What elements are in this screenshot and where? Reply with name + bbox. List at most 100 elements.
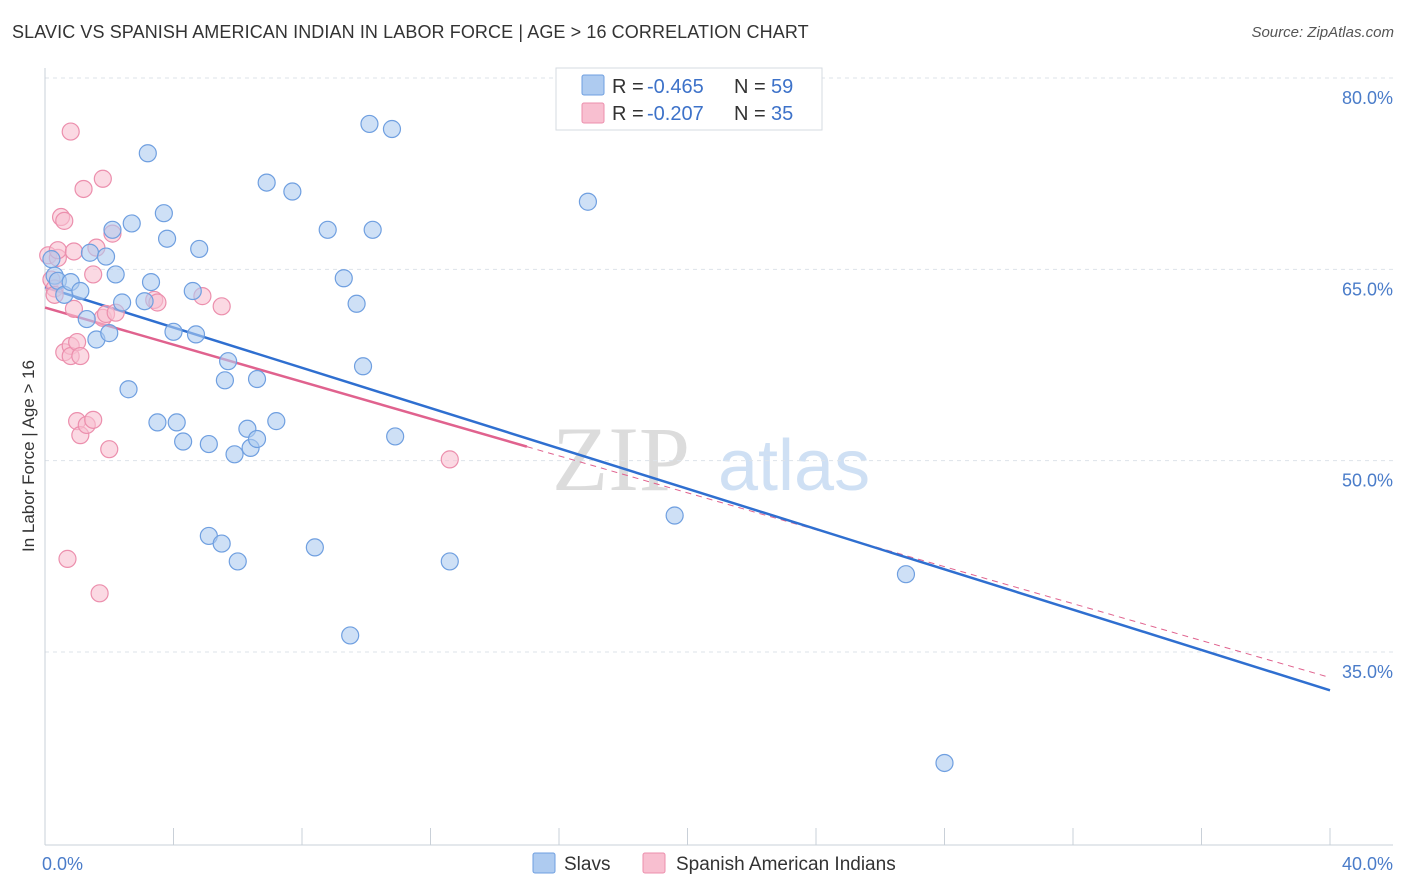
watermark-zip: ZIP: [552, 408, 690, 510]
slavs-point-53: [578, 192, 598, 211]
slavs-point-0: [42, 250, 61, 269]
slavs-point-39: [257, 173, 276, 192]
sai-point-35: [440, 450, 459, 469]
bottom-legend-swatch-slavs: [532, 852, 556, 874]
slavs-point-43: [318, 220, 337, 239]
slavs-point-37: [247, 429, 267, 449]
x-tick-label-right: 40.0%: [1342, 854, 1393, 874]
slavs-point-23: [167, 413, 186, 432]
sai-point-9: [58, 549, 77, 568]
slavs-point-12: [106, 265, 125, 284]
slavs-point-18: [141, 272, 161, 292]
trend-lines: [44, 285, 1331, 692]
slavs-point-55: [896, 565, 916, 584]
sai-point-25: [93, 169, 112, 188]
bottom-legend-swatch-spanish-american-indians: [642, 852, 666, 874]
trend-line-sai: [44, 306, 528, 448]
sai-point-24: [90, 584, 109, 603]
legend-r-label-sai: R =: [612, 103, 644, 125]
slavs-point-13: [112, 293, 132, 312]
legend-n-value-sai: 35: [771, 103, 793, 125]
y-tick-labels: 80.0% 65.0% 50.0% 35.0%: [1342, 88, 1393, 682]
slavs-point-38: [247, 369, 267, 389]
y-axis-label: In Labor Force | Age > 16: [19, 360, 38, 552]
bottom-legend-label-slavs: Slavs: [564, 854, 610, 875]
trend-line-sai-extension: [526, 446, 1331, 678]
legend-r-value-slavs: -0.465: [647, 76, 704, 98]
x-tick-label-left: 0.0%: [42, 854, 83, 874]
legend-n-value-slavs: 59: [771, 76, 793, 98]
slavs-point-54: [665, 506, 684, 525]
y-tick-label-1: 65.0%: [1342, 279, 1393, 299]
bottom-legend-label-sai: Spanish American Indians: [676, 854, 896, 875]
watermark-atlas: atlas: [718, 426, 870, 506]
sai-point-18: [71, 346, 90, 366]
slavs-point-19: [148, 413, 167, 432]
y-tick-label-0: 80.0%: [1342, 88, 1393, 108]
watermark: ZIP atlas: [552, 408, 870, 510]
slavs-point-50: [382, 119, 402, 139]
legend-swatch-slavs: [581, 74, 605, 96]
slavs-point-21: [157, 229, 177, 248]
sai-point-28: [100, 440, 119, 459]
slavs-point-40: [267, 412, 286, 431]
legend-r-label-slavs: R =: [612, 76, 644, 98]
slavs-point-24: [174, 432, 193, 451]
bottom-legend: Slavs Spanish American Indians: [532, 852, 896, 875]
slavs-point-48: [360, 114, 379, 134]
legend-n-label-sai: N =: [734, 103, 766, 125]
slavs-point-9: [96, 247, 116, 266]
slavs-point-41: [283, 182, 302, 201]
axes: [44, 68, 1393, 846]
slavs-point-45: [341, 626, 360, 645]
slavs-point-52: [440, 552, 459, 571]
slavs-point-25: [183, 281, 202, 301]
slavs-point-46: [347, 294, 366, 313]
series-slavs: [42, 114, 954, 773]
slavs-point-42: [305, 538, 324, 557]
trend-line-slavs: [44, 285, 1331, 692]
slavs-point-15: [122, 214, 141, 233]
legend-n-label-slavs: N =: [734, 76, 766, 98]
slavs-point-33: [225, 445, 244, 464]
chart-title: SLAVIC VS SPANISH AMERICAN INDIAN IN LAB…: [12, 22, 809, 42]
sai-point-21: [84, 410, 103, 429]
slavs-point-32: [219, 352, 238, 371]
slavs-point-30: [212, 534, 231, 553]
x-ticks: [44, 828, 1331, 845]
slavs-point-49: [363, 220, 382, 239]
slavs-point-11: [103, 220, 122, 239]
slavs-point-7: [80, 243, 100, 262]
slavs-point-31: [215, 371, 234, 390]
slavs-point-5: [71, 281, 90, 301]
slavs-point-14: [119, 380, 138, 399]
slavs-point-22: [164, 322, 183, 341]
slavs-point-28: [199, 434, 218, 454]
legend: R = -0.465 N = 59 R = -0.207 N = 35: [555, 67, 823, 131]
sai-point-22: [84, 265, 103, 284]
slavs-point-56: [935, 753, 954, 773]
sai-point-14: [64, 299, 84, 318]
sai-point-19: [74, 179, 93, 199]
y-tick-label-2: 50.0%: [1342, 471, 1393, 491]
series-spanish-american-indians: [39, 122, 459, 603]
sai-point-13: [64, 242, 84, 261]
y-tick-label-3: 35.0%: [1342, 662, 1393, 682]
slavs-point-26: [186, 325, 206, 344]
slavs-point-27: [190, 239, 209, 259]
slavs-point-16: [135, 292, 154, 311]
slavs-point-44: [334, 269, 353, 288]
slavs-point-34: [228, 552, 247, 571]
slavs-point-47: [353, 357, 373, 376]
source-credit: Source: ZipAtlas.com: [1251, 24, 1394, 41]
slavs-point-51: [386, 427, 405, 446]
slavs-point-17: [138, 144, 157, 163]
slavs-point-10: [100, 324, 119, 343]
legend-r-value-sai: -0.207: [647, 103, 704, 125]
sai-point-34: [212, 297, 231, 316]
slavs-point-6: [77, 309, 96, 329]
sai-point-8: [55, 211, 74, 230]
sai-point-12: [61, 122, 80, 141]
slavs-point-20: [154, 204, 173, 223]
